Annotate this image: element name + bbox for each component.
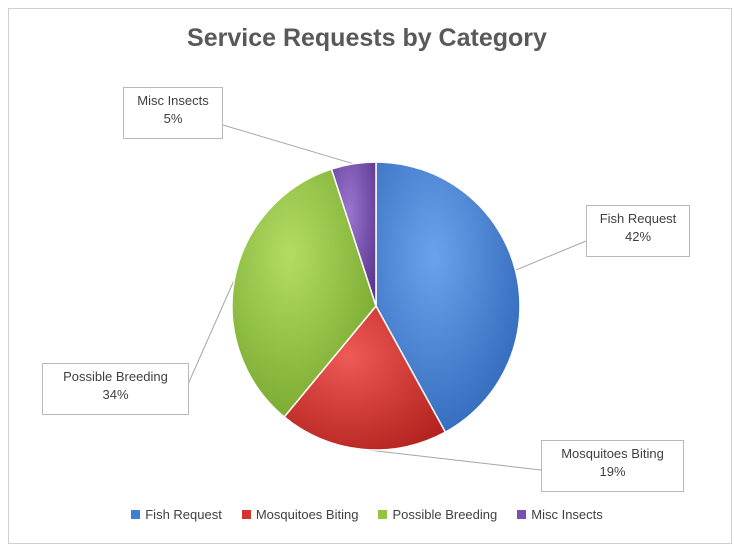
- legend-swatch: [517, 510, 527, 519]
- legend-label: Possible Breeding: [392, 507, 498, 522]
- pie-slice-misc-insects: [330, 161, 377, 307]
- data-label-category: Possible Breeding: [63, 369, 168, 384]
- data-label-percent: 34%: [102, 387, 129, 402]
- legend-swatch: [131, 510, 141, 519]
- legend-item-mosquitoes-biting: Mosquitoes Biting: [241, 507, 359, 522]
- leader-line-misc-insects: [222, 124, 354, 165]
- pie-slice-possible-breeding: [231, 168, 377, 419]
- data-label-category: Misc Insects: [137, 93, 209, 108]
- data-label-fish-request: Fish Request 42%: [586, 205, 690, 257]
- data-label-mosquitoes-biting: Mosquitoes Biting 19%: [541, 440, 684, 492]
- data-label-possible-breeding: Possible Breeding 34%: [42, 363, 189, 415]
- data-label-misc-insects: Misc Insects 5%: [123, 87, 223, 139]
- legend-label: Misc Insects: [531, 507, 603, 522]
- legend-item-misc-insects: Misc Insects: [517, 507, 603, 522]
- legend-label: Fish Request: [145, 507, 222, 522]
- data-label-percent: 19%: [599, 464, 626, 479]
- leader-line-fish-request: [515, 240, 587, 271]
- pie-slice-fish-request: [375, 161, 521, 434]
- legend-label: Mosquitoes Biting: [255, 507, 359, 522]
- chart-legend: Fish Request Mosquitoes Biting Possible Br…: [0, 507, 734, 522]
- leader-line-possible-breeding: [188, 278, 236, 383]
- legend-swatch: [378, 510, 388, 519]
- legend-item-possible-breeding: Possible Breeding: [378, 507, 497, 522]
- data-label-percent: 42%: [624, 229, 652, 244]
- pie-slice-mosquitoes-biting: [283, 304, 447, 451]
- legend-item-fish-request: Fish Request: [131, 507, 222, 522]
- data-label-percent: 5%: [163, 111, 183, 126]
- chart-title: Service Requests by Category: [187, 24, 547, 52]
- legend-swatch: [241, 510, 251, 519]
- leader-line-mosquitoes-biting: [362, 448, 542, 471]
- data-label-category: Fish Request: [599, 211, 677, 226]
- data-label-category: Mosquitoes Biting: [561, 446, 664, 461]
